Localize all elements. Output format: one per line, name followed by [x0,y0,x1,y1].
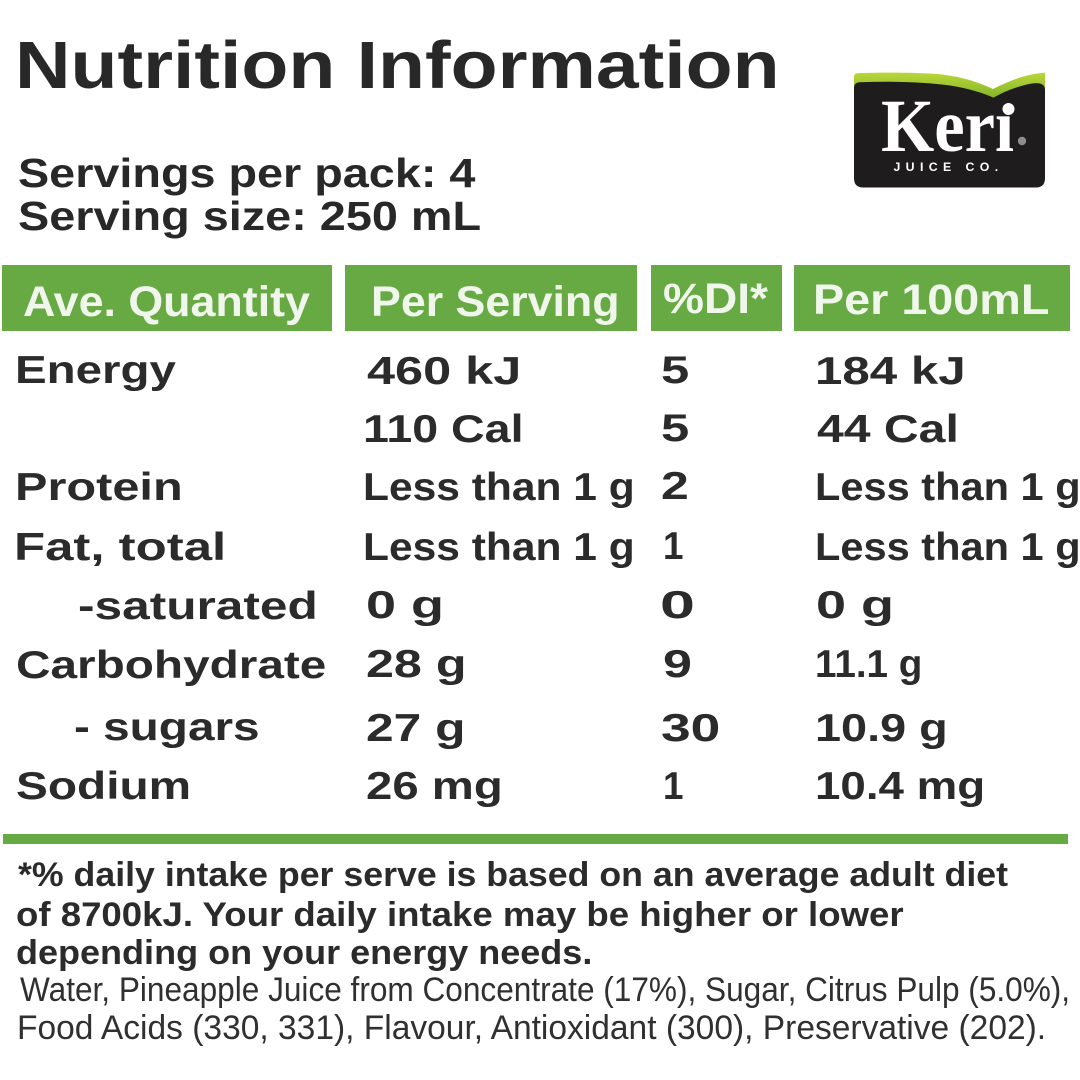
svg-text:JUICE CO.: JUICE CO. [893,160,1003,174]
svg-text:Kerı: Kerı [881,85,1014,168]
